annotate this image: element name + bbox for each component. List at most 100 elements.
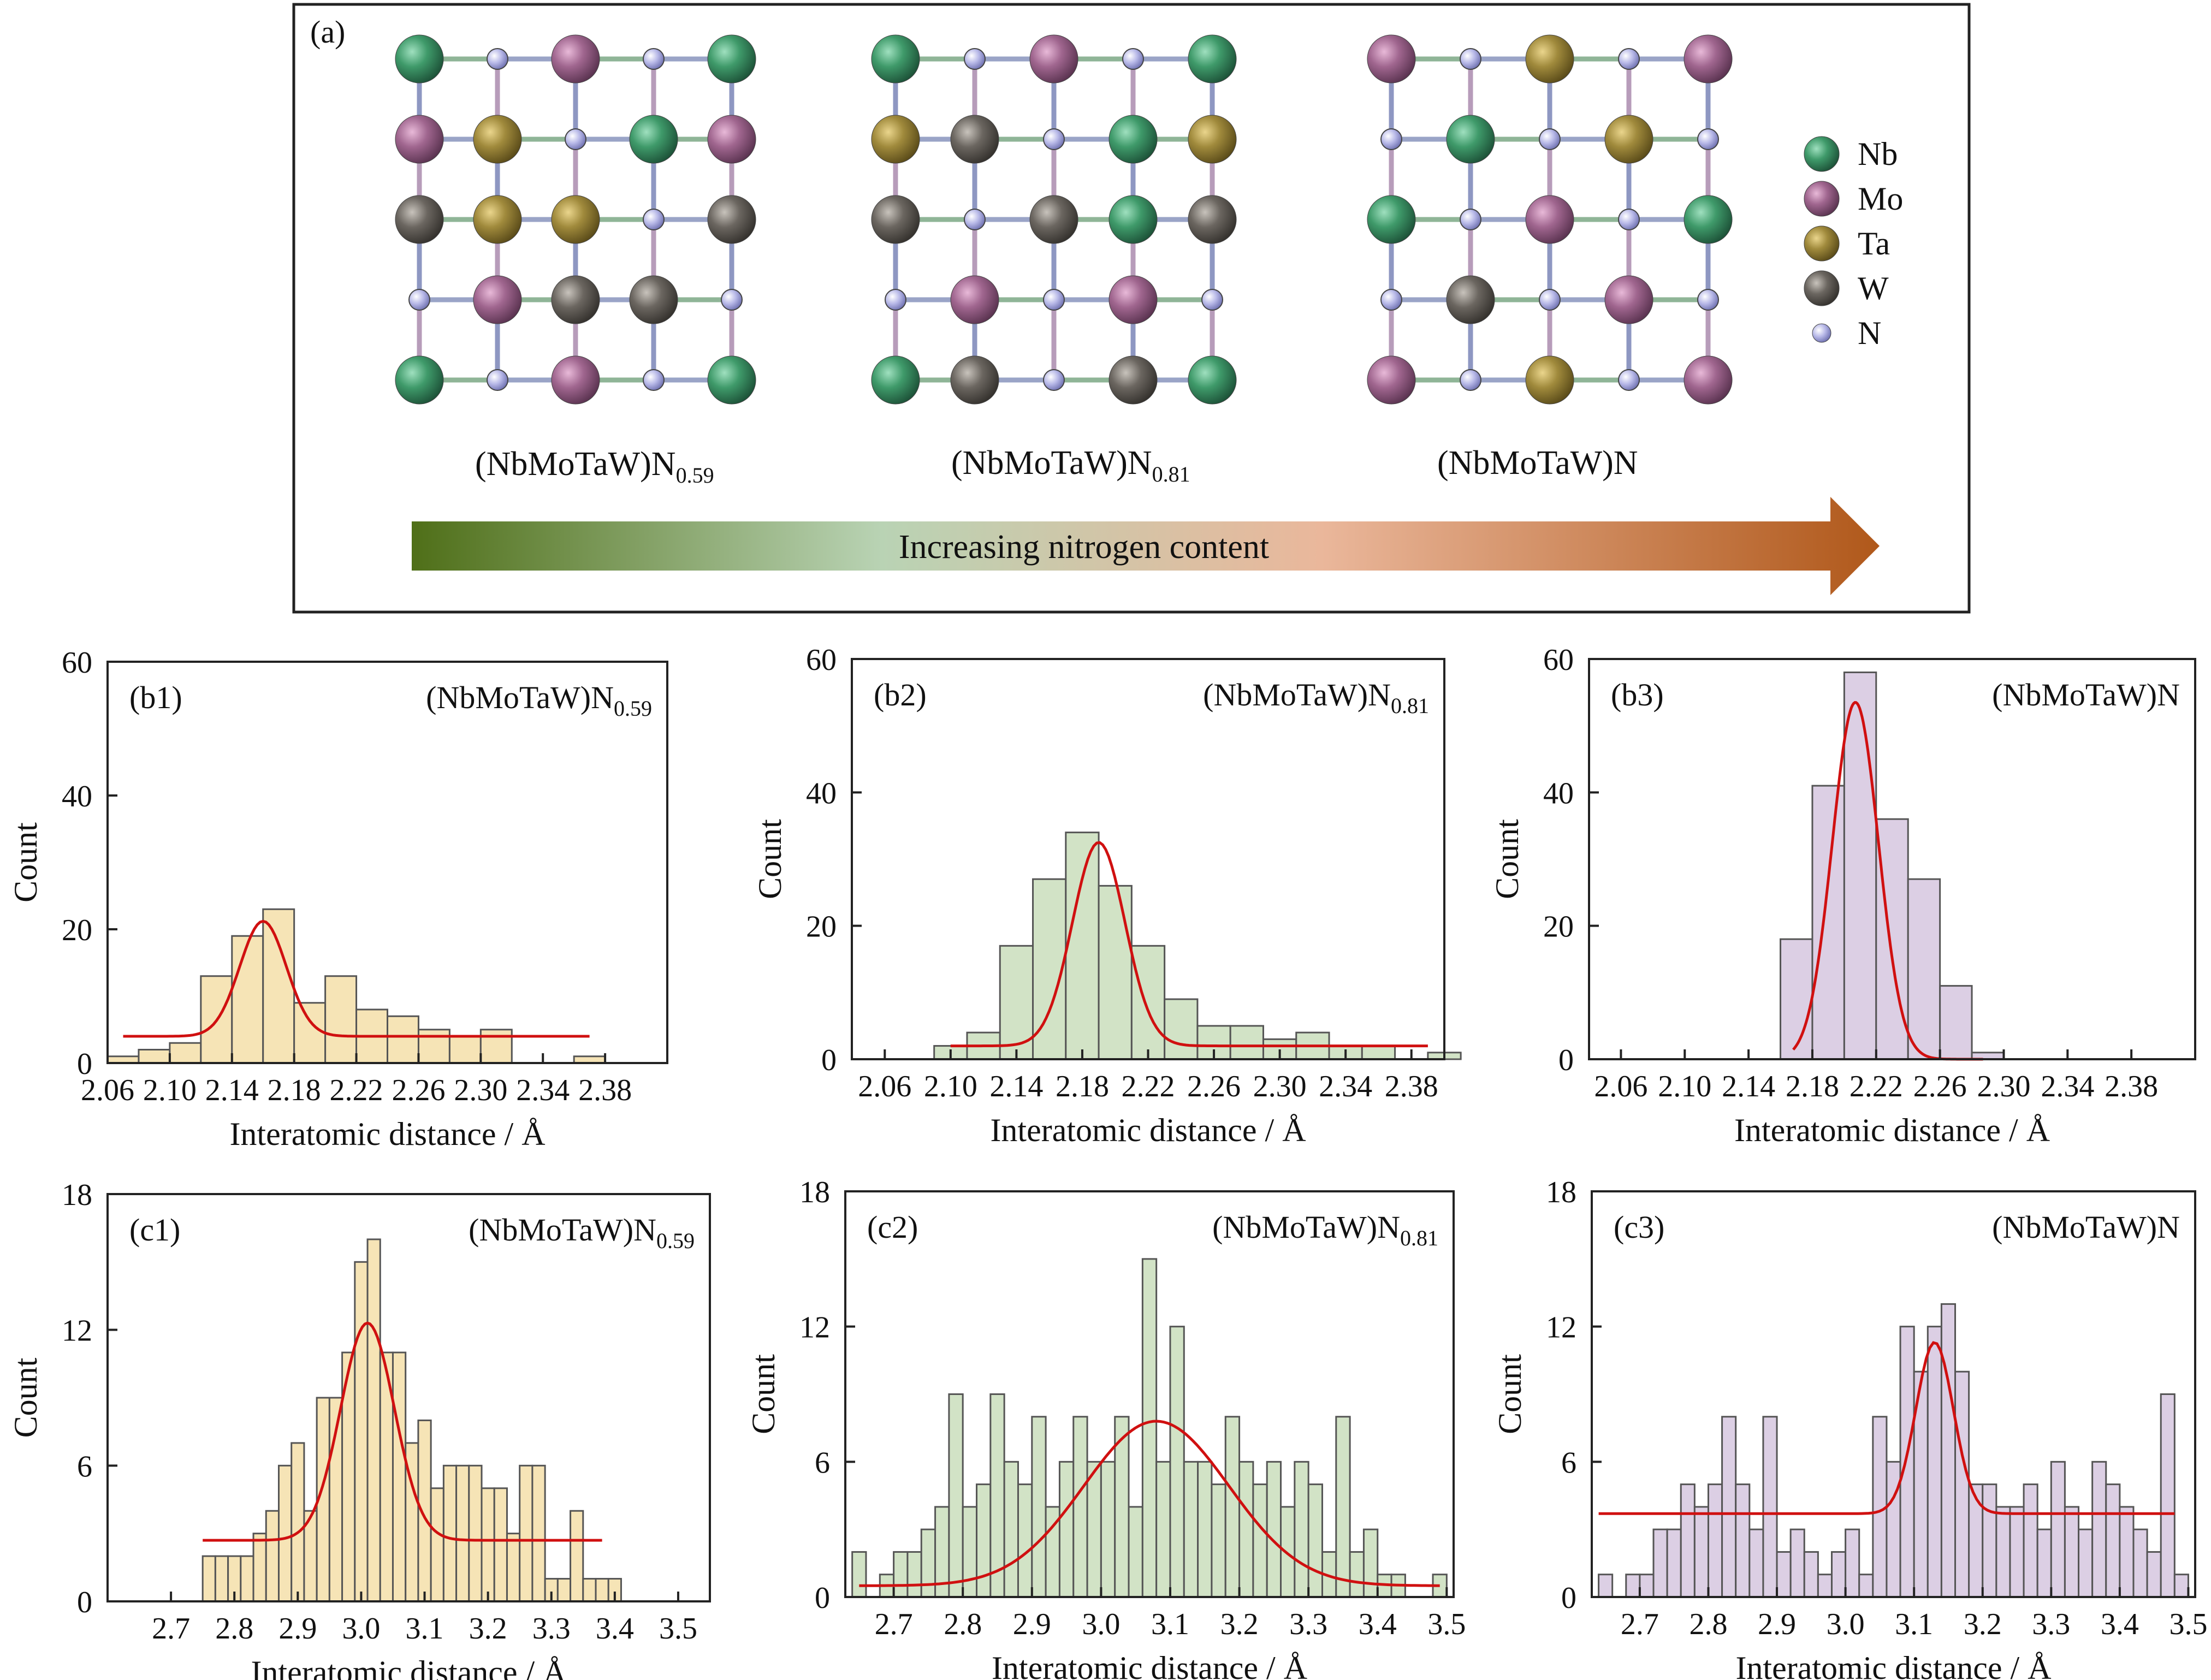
- histogram-bar: [1811, 785, 1845, 1060]
- structure-label-1: (NbMoTaW)N0.59: [475, 446, 714, 488]
- atom-n: [721, 289, 743, 311]
- x-tick-label: 2.10: [924, 1070, 977, 1103]
- histogram-bar: [1031, 1416, 1047, 1598]
- x-tick-label: 2.14: [205, 1073, 259, 1107]
- histogram-bar: [430, 1487, 444, 1602]
- atom-n: [1618, 369, 1640, 391]
- x-tick-label: 2.8: [215, 1612, 253, 1646]
- histogram-b2: 2.06 2.10 2.14 2.18 2.22 2.26 2.30 2.34 2.38 0 20 4…: [752, 643, 1462, 1148]
- legend-label: Ta: [1858, 225, 1890, 262]
- atom-n: [1539, 289, 1561, 311]
- atom-mo: [1367, 34, 1416, 84]
- x-tick-label: 3.1: [1151, 1607, 1189, 1641]
- legend-swatch: [1804, 225, 1840, 262]
- atom-n: [1618, 209, 1640, 230]
- x-tick-label: 2.18: [268, 1073, 321, 1107]
- x-tick-label: 2.10: [1658, 1070, 1711, 1103]
- x-tick-label: 3.0: [1082, 1607, 1120, 1641]
- x-tick-label: 2.22: [1122, 1070, 1175, 1103]
- histogram-bar: [893, 1551, 909, 1598]
- histogram-bar: [479, 1029, 513, 1064]
- histogram-bar: [231, 935, 264, 1064]
- histogram-bar: [1886, 1461, 1901, 1598]
- panel-label: (b3): [1611, 677, 1664, 713]
- atom-mo: [1684, 34, 1733, 84]
- histogram-b3: 2.06 2.10 2.14 2.18 2.22 2.26 2.30 2.34 2.38 0 20 4…: [1489, 643, 2196, 1148]
- x-tick-label: 2.34: [516, 1073, 570, 1107]
- histogram-bar: [1843, 671, 1877, 1060]
- crystal-structures: [395, 34, 1733, 405]
- y-tick-label: 18: [1546, 1176, 1576, 1209]
- atom-ta: [1188, 115, 1237, 164]
- histogram-bar: [1817, 1574, 1833, 1598]
- panel-a: (a) (NbMoTaW)N0.59 (NbMoTaW)N0.81 (NbMoT…: [292, 3, 1971, 614]
- histogram-bar: [417, 1029, 451, 1064]
- histogram-bar: [1858, 1574, 1874, 1598]
- histogram-bar: [1830, 1551, 1847, 1598]
- x-tick-label: 3.4: [596, 1612, 634, 1646]
- y-tick-label: 20: [806, 910, 837, 944]
- y-axis-title: Count: [8, 1357, 44, 1438]
- histogram-c3: 2.7 2.8 2.9 3.0 3.1 3.2 3.3 3.4 3.5 0 6 12 18 Interat…: [1492, 1176, 2207, 1680]
- histogram-bar: [2119, 1506, 2135, 1598]
- structure-3: [1367, 34, 1733, 405]
- atom-ta: [871, 115, 920, 164]
- atom-mo: [707, 115, 756, 164]
- histogram-bar: [201, 1555, 216, 1602]
- y-tick-label: 60: [62, 646, 92, 680]
- x-tick-label: 2.7: [875, 1607, 913, 1641]
- atom-n: [1460, 48, 1481, 70]
- histogram-bar: [519, 1464, 534, 1602]
- atom-n: [565, 128, 586, 150]
- histogram-bar: [1361, 1045, 1396, 1060]
- plot-frame: [1591, 1190, 2196, 1598]
- element-legend: Nb Mo Ta WN: [1804, 136, 1903, 351]
- panel-label: (c2): [867, 1209, 918, 1245]
- histogram-b1: 2.06 2.10 2.14 2.18 2.22 2.26 2.30 2.34 2.38 0 20 4…: [8, 646, 668, 1152]
- atom-n: [1380, 289, 1402, 311]
- panel-formula: (NbMoTaW)N0.81: [1203, 677, 1429, 718]
- y-tick-label: 6: [1561, 1446, 1576, 1480]
- histogram-bar: [324, 975, 358, 1064]
- atom-nb: [1109, 195, 1158, 244]
- atom-n: [1697, 289, 1719, 311]
- y-tick-label: 0: [77, 1586, 92, 1619]
- histogram-bar: [2146, 1551, 2162, 1598]
- x-tick-label: 2.18: [1056, 1070, 1109, 1103]
- histogram-bar: [1776, 1551, 1792, 1598]
- atom-mo: [395, 115, 444, 164]
- histogram-bar: [1065, 832, 1100, 1060]
- histogram-bar: [1086, 1461, 1102, 1598]
- atom-nb: [1109, 115, 1158, 164]
- histogram-bar: [1280, 1506, 1296, 1598]
- x-tick-label: 2.14: [989, 1070, 1043, 1103]
- histogram-bar: [1003, 1461, 1019, 1598]
- histogram-bar: [448, 1035, 482, 1064]
- histogram-bar: [948, 1393, 964, 1598]
- atom-w: [1446, 275, 1495, 324]
- plot-frame: [106, 661, 668, 1064]
- histogram-bar: [392, 1351, 407, 1602]
- x-tick-label: 2.34: [1319, 1070, 1372, 1103]
- x-tick-label: 2.7: [1621, 1607, 1659, 1641]
- x-tick-label: 2.18: [1786, 1070, 1839, 1103]
- histogram-bar: [1762, 1416, 1778, 1598]
- legend-item-n: N: [1812, 315, 1881, 351]
- x-tick-label: 3.1: [1895, 1607, 1933, 1641]
- y-tick-label: 12: [62, 1314, 92, 1348]
- histogram-bar: [1349, 1551, 1365, 1598]
- x-tick-label: 3.2: [1964, 1607, 2002, 1641]
- atom-ta: [1525, 34, 1574, 84]
- histogram-bar: [1072, 1416, 1088, 1598]
- atom-nb: [707, 355, 756, 405]
- x-tick-label: 3.4: [1359, 1607, 1397, 1641]
- x-tick-label: 2.8: [944, 1607, 982, 1641]
- atom-n: [1697, 128, 1719, 150]
- x-tick-label: 2.10: [143, 1073, 197, 1107]
- x-axis-title: Interatomic distance / Å: [1734, 1112, 2050, 1148]
- x-tick-label: 3.0: [342, 1612, 380, 1646]
- histogram-bar: [1017, 1483, 1033, 1598]
- histogram-bar: [291, 1442, 305, 1602]
- y-axis-title: Count: [1492, 1354, 1528, 1434]
- atom-n: [1201, 289, 1223, 311]
